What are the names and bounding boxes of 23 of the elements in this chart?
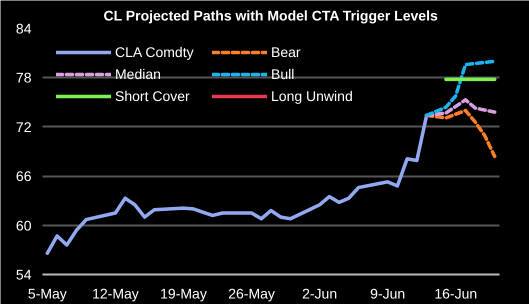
x-tick-label: 2-Jun	[302, 286, 338, 302]
line-series	[424, 60, 496, 118]
x-tick-label: 12-May	[92, 286, 139, 302]
legend-label: Short Cover	[115, 88, 191, 104]
legend-label: CLA Comdty	[115, 44, 195, 60]
legend-label: Bull	[271, 66, 296, 82]
legend-label: Long Unwind	[271, 88, 354, 104]
line-series	[46, 114, 428, 255]
y-tick-label: 72	[16, 118, 32, 135]
y-tick-label: 54	[16, 266, 32, 282]
y-tick-label: 66	[16, 168, 32, 184]
y-tick-label: 84	[16, 20, 32, 36]
x-tick-label: 9-Jun	[370, 286, 406, 302]
x-tick-label: 19-May	[160, 286, 207, 302]
y-tick-label: 60	[16, 217, 32, 234]
y-tick-label: 78	[16, 70, 32, 86]
legend-label: Bear	[271, 44, 302, 60]
line-series	[424, 108, 496, 158]
x-tick-label: 5-May	[28, 286, 67, 302]
x-tick-label: 26-May	[228, 286, 275, 302]
x-tick-label: 16-Jun	[434, 286, 478, 302]
chart-title: CL Projected Paths with Model CTA Trigger Levels	[103, 8, 438, 24]
legend-label: Median	[115, 66, 162, 82]
